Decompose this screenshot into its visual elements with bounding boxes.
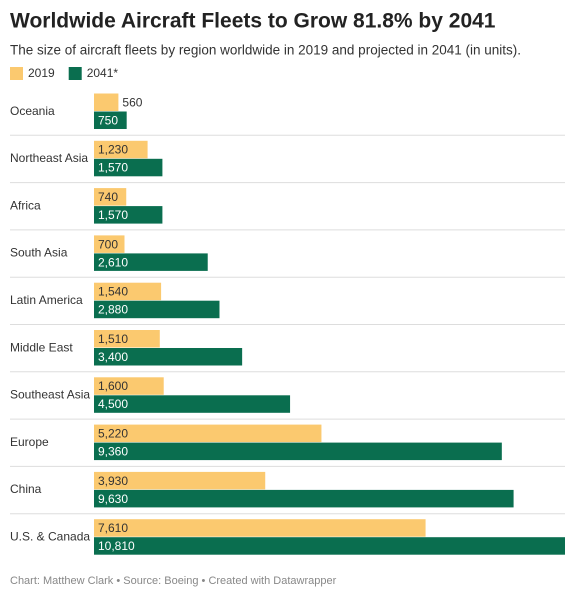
category-label: Oceania xyxy=(10,104,55,118)
value-label: 9,360 xyxy=(98,445,128,459)
bar xyxy=(94,188,127,206)
category-label: Middle East xyxy=(10,340,73,354)
value-label: 3,930 xyxy=(98,474,128,488)
bar xyxy=(94,442,502,461)
chart-title: Worldwide Aircraft Fleets to Grow 81.8% … xyxy=(10,10,496,33)
bar xyxy=(94,140,148,159)
legend-swatch xyxy=(10,67,23,80)
bar xyxy=(94,206,163,224)
value-label: 1,230 xyxy=(98,143,128,157)
category-label: Africa xyxy=(10,198,41,212)
chart-source: Chart: Matthew Clark • Source: Boeing • … xyxy=(10,575,337,587)
value-label: 2,610 xyxy=(98,255,128,269)
bar xyxy=(94,330,160,348)
bar xyxy=(94,424,322,443)
bar xyxy=(94,348,243,366)
category-label: Europe xyxy=(10,435,49,449)
bar xyxy=(94,158,163,177)
bar xyxy=(94,489,514,508)
legend-swatch xyxy=(68,67,82,80)
value-label: 1,510 xyxy=(98,332,128,346)
value-label: 2,880 xyxy=(98,303,128,317)
bar xyxy=(94,471,266,490)
value-label: 1,600 xyxy=(98,379,128,393)
category-label: Northeast Asia xyxy=(10,151,88,165)
bar xyxy=(94,395,291,413)
legend-label: 2041* xyxy=(87,66,119,80)
bar xyxy=(94,300,220,319)
category-label: China xyxy=(10,482,42,496)
value-label: 5,220 xyxy=(98,427,128,441)
bar xyxy=(94,235,125,253)
value-label: 1,540 xyxy=(98,285,128,299)
bar xyxy=(94,93,119,111)
legend-label: 2019 xyxy=(28,66,55,80)
value-label: 9,630 xyxy=(98,492,128,506)
chart-subtitle: The size of aircraft fleets by region wo… xyxy=(10,43,521,58)
value-label: 700 xyxy=(98,237,118,251)
bar xyxy=(94,111,127,129)
bar xyxy=(94,537,565,555)
value-label: 1,570 xyxy=(98,208,128,222)
value-label: 10,810 xyxy=(98,539,135,553)
value-label: 3,400 xyxy=(98,350,128,364)
value-label: 560 xyxy=(122,95,142,109)
bar xyxy=(94,253,208,271)
bar xyxy=(94,282,162,301)
category-label: U.S. & Canada xyxy=(10,530,90,544)
category-label: Southeast Asia xyxy=(10,388,90,402)
bar xyxy=(94,377,164,395)
value-label: 750 xyxy=(98,113,118,127)
value-label: 4,500 xyxy=(98,397,128,411)
value-label: 7,610 xyxy=(98,521,128,535)
category-label: South Asia xyxy=(10,246,68,260)
value-label: 1,570 xyxy=(98,161,128,175)
value-label: 740 xyxy=(98,190,118,204)
bar xyxy=(94,519,426,537)
category-label: Latin America xyxy=(10,293,83,307)
